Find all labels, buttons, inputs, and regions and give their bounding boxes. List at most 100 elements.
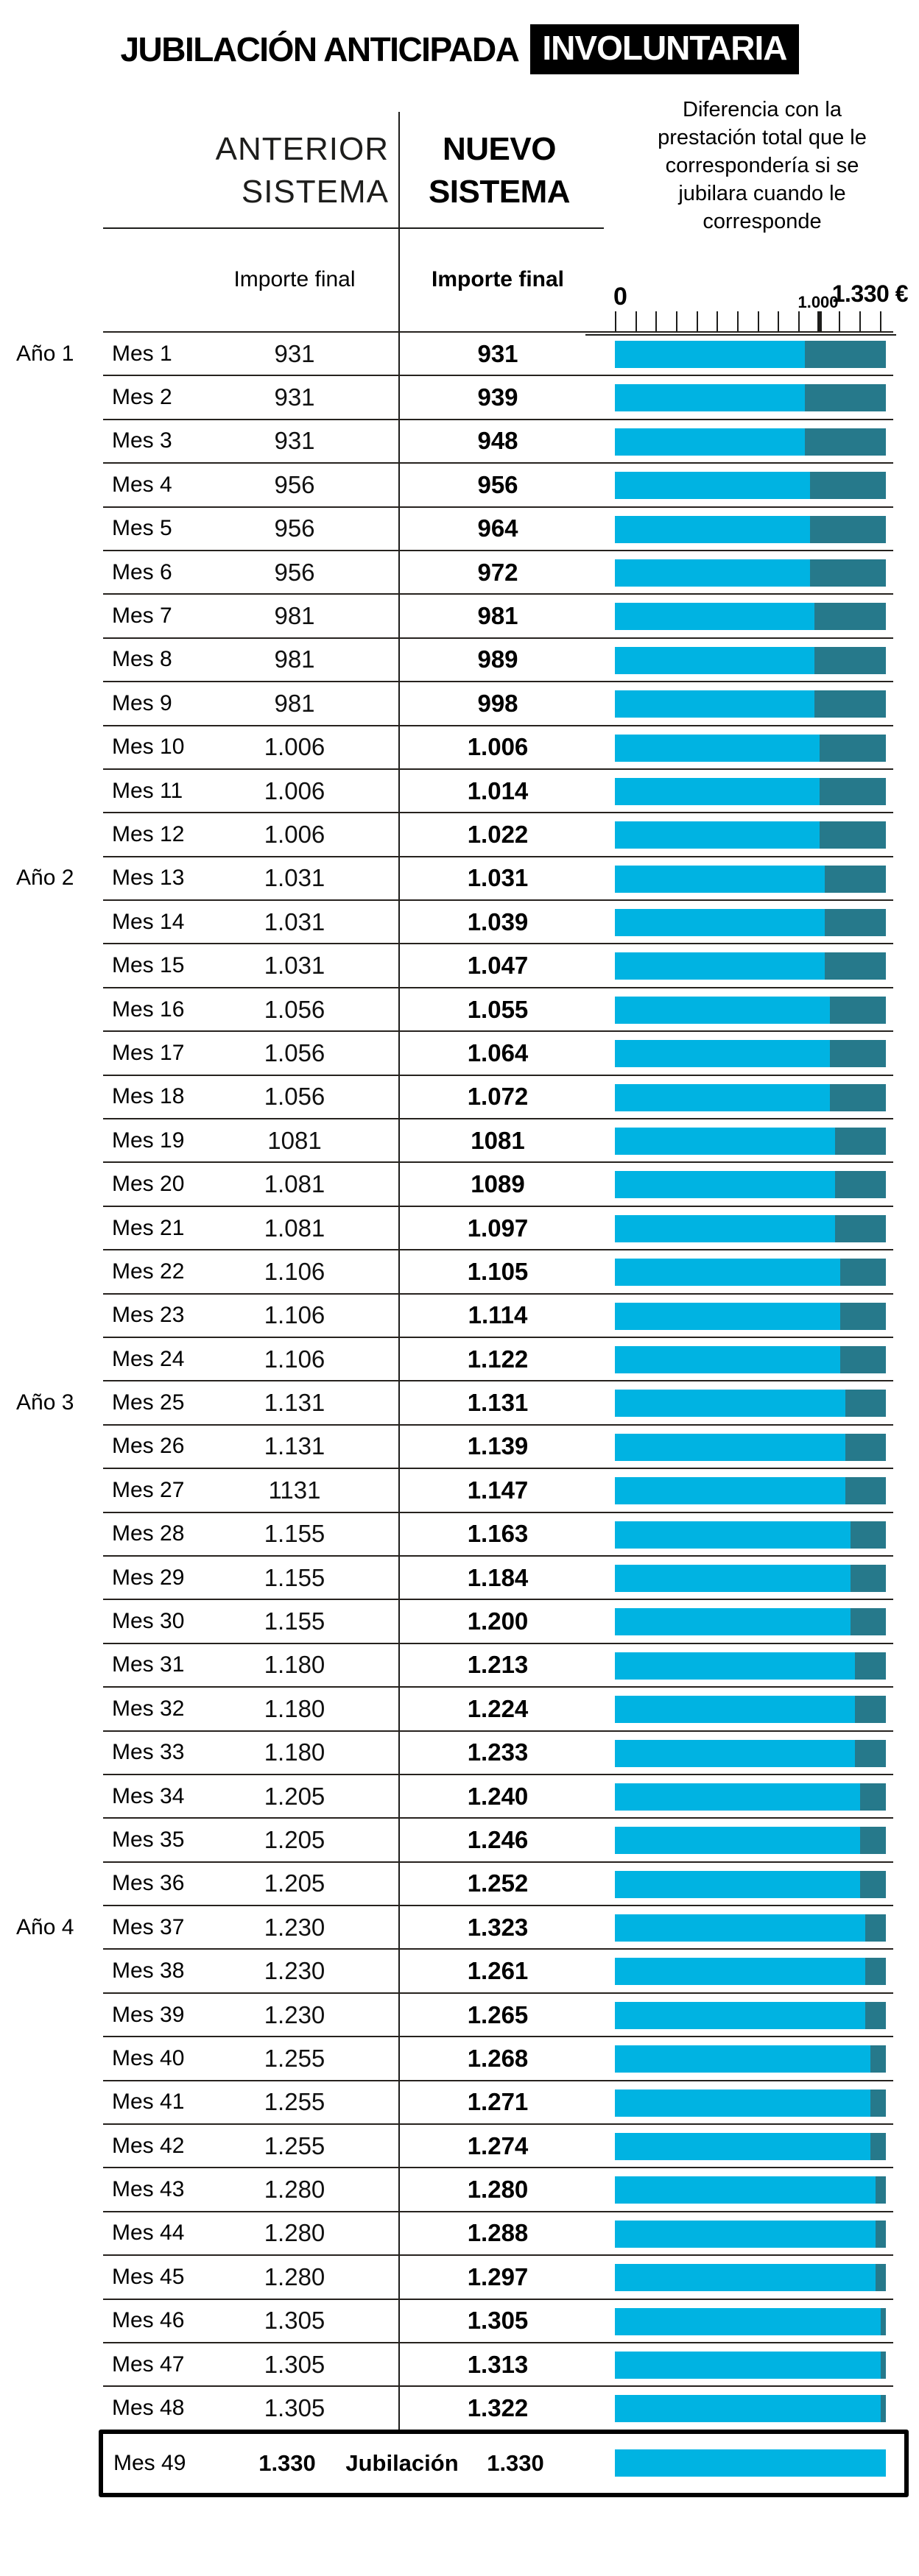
amount-bar-segment <box>615 1739 856 1767</box>
amount-bar <box>615 603 886 631</box>
amount-bar-segment <box>615 1870 861 1898</box>
nuevo-value: 1.330 <box>487 2450 544 2476</box>
month-label: Mes 49 <box>113 2451 186 2475</box>
anterior-value: 1.305 <box>264 2307 325 2335</box>
difference-bar-segment <box>820 734 886 762</box>
nuevo-value: 1.246 <box>467 1825 529 1853</box>
final-row-highlight-box: Mes 49 1.330 Jubilación 1.330 <box>99 2430 909 2497</box>
anterior-value: 1.155 <box>264 1520 325 1548</box>
anterior-value: 1.006 <box>264 776 325 804</box>
month-label: Mes 3 <box>112 428 172 453</box>
difference-bar-segment <box>850 1521 886 1549</box>
nuevo-value: 972 <box>477 558 518 586</box>
anterior-value: 1.155 <box>264 1607 325 1635</box>
amount-bar <box>615 1564 886 1592</box>
table-row: Mes 17 1.056 1.064 <box>103 1032 893 1076</box>
amount-bar <box>615 1827 886 1855</box>
amount-bar <box>615 2449 886 2477</box>
table-row: Mes 3 931 948 <box>103 420 893 464</box>
final-bar-segment <box>615 2449 886 2477</box>
month-label: Mes 43 <box>112 2177 185 2202</box>
anterior-value: 1.255 <box>264 2044 325 2072</box>
anterior-value: 1.031 <box>264 864 325 892</box>
nuevo-value: 1.022 <box>467 820 529 848</box>
month-label: Mes 7 <box>112 604 172 629</box>
month-label: Mes 34 <box>112 1783 185 1808</box>
axis-tick <box>859 311 862 331</box>
month-label: Mes 13 <box>112 866 185 891</box>
month-label: Mes 18 <box>112 1084 185 1109</box>
nuevo-value: 1.313 <box>467 2350 529 2378</box>
nuevo-value: 1.105 <box>467 1257 529 1285</box>
anterior-value: 1.330 <box>258 2450 316 2476</box>
amount-bar-segment <box>615 1259 841 1287</box>
nuevo-value: 1.233 <box>467 1738 529 1766</box>
anterior-value: 1.280 <box>264 2262 325 2290</box>
nuevo-value: 998 <box>477 689 518 717</box>
anterior-value: 956 <box>274 470 315 498</box>
amount-bar-segment <box>615 1128 836 1156</box>
month-label: Mes 36 <box>112 1871 185 1896</box>
difference-bar-segment <box>814 603 886 631</box>
amount-bar-segment <box>615 996 831 1024</box>
month-label: Mes 39 <box>112 2002 185 2027</box>
table-row: Mes 19 1081 1081 <box>103 1119 893 1164</box>
nuevo-value: 1.131 <box>467 1389 529 1417</box>
anterior-value: 1.106 <box>264 1257 325 1285</box>
anterior-value: 1.230 <box>264 1957 325 1985</box>
month-label: Mes 2 <box>112 385 172 410</box>
amount-bar <box>615 1783 886 1811</box>
amount-bar <box>615 1870 886 1898</box>
difference-bar-segment <box>830 996 886 1024</box>
table-row: Mes 21 1.081 1.097 <box>103 1207 893 1251</box>
anterior-value: 1.205 <box>264 1825 325 1853</box>
anterior-value: 1.031 <box>264 907 325 935</box>
difference-bar-segment <box>855 1739 886 1767</box>
difference-bar-segment <box>870 2045 886 2073</box>
month-label: Mes 17 <box>112 1040 185 1065</box>
table-row: Mes 44 1.280 1.288 <box>103 2212 893 2257</box>
anterior-value: 1.230 <box>264 2000 325 2028</box>
column-header-anterior-sistema: ANTERIOR SISTEMA <box>88 128 389 213</box>
table-row: Mes 40 1.255 1.268 <box>103 2037 893 2081</box>
table-row: Mes 39 1.230 1.265 <box>103 1994 893 2038</box>
nuevo-value: 1.064 <box>467 1038 529 1066</box>
nuevo-value: 1.240 <box>467 1782 529 1810</box>
difference-bar-segment <box>845 1390 886 1418</box>
table-row: Mes 20 1.081 1089 <box>103 1163 893 1207</box>
amount-bar <box>615 1302 886 1330</box>
anterior-value: 1.180 <box>264 1738 325 1766</box>
table-row: Mes 14 1.031 1.039 <box>103 901 893 945</box>
axis-ticks <box>615 311 886 331</box>
nuevo-value: 1.047 <box>467 952 529 980</box>
nuevo-value: 1.139 <box>467 1432 529 1460</box>
month-label: Mes 37 <box>112 1914 185 1939</box>
table-row: Mes 38 1.230 1.261 <box>103 1950 893 1994</box>
nuevo-value: 948 <box>477 427 518 455</box>
table-row: Mes 7 981 981 <box>103 595 893 639</box>
month-label: Mes 42 <box>112 2133 185 2158</box>
table-row: Mes 30 1.155 1.200 <box>103 1600 893 1644</box>
month-label: Mes 48 <box>112 2396 185 2421</box>
amount-bar-segment <box>615 472 810 500</box>
amount-bar <box>615 2001 886 2029</box>
nuevo-value: 1.224 <box>467 1694 529 1722</box>
anterior-value: 1.280 <box>264 2219 325 2247</box>
difference-bar-segment <box>855 1652 886 1680</box>
axis-label-zero: 0 <box>613 283 627 311</box>
difference-bar-segment <box>809 559 886 587</box>
month-label: Mes 25 <box>112 1390 185 1415</box>
table-row: Mes 34 1.205 1.240 <box>103 1775 893 1819</box>
axis-tick <box>635 311 637 331</box>
table-row: Mes 12 1.006 1.022 <box>103 813 893 857</box>
nuevo-value: 1.200 <box>467 1607 529 1635</box>
nuevo-value: 1.305 <box>467 2307 529 2335</box>
axis-tick <box>798 311 800 331</box>
anterior-value: 1.031 <box>264 952 325 980</box>
amount-bar <box>615 2176 886 2204</box>
axis-tick <box>778 311 780 331</box>
difference-bar-segment <box>809 472 886 500</box>
nuevo-value: 1.252 <box>467 1869 529 1897</box>
amount-bar <box>615 690 886 718</box>
table-row: Mes 11 1.006 1.014 <box>103 770 893 814</box>
